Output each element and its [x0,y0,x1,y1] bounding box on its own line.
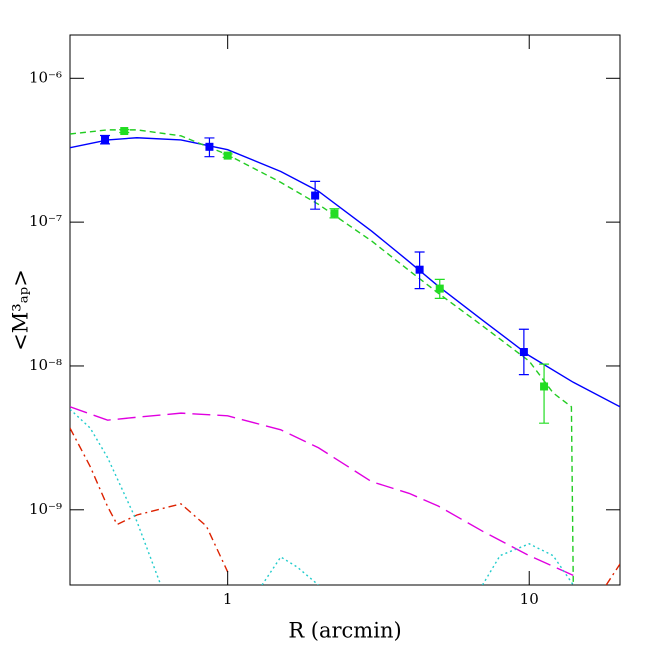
curve [70,408,574,585]
data-point [101,135,110,144]
curve [70,427,620,585]
y-tick-label: 10⁻⁶ [29,68,62,86]
data-point [205,142,214,151]
curve [70,406,574,577]
data-point [311,191,320,200]
data-point [540,382,549,391]
data-point [415,265,424,274]
data-point [330,209,339,218]
data-point [519,348,528,357]
y-tick-label: 10⁻⁷ [29,212,62,230]
x-tick-label: 10 [520,590,539,608]
curve [70,137,620,408]
y-axis-title: <M³ₐₚ> [9,269,33,351]
x-tick-label: 1 [223,590,233,608]
curve [70,129,574,585]
data-point [120,127,129,136]
y-tick-label: 10⁻⁹ [29,500,62,518]
plot-area [70,127,620,585]
x-axis-title: R (arcmin) [288,619,401,643]
y-tick-label: 10⁻⁸ [29,356,62,374]
data-point [223,151,232,160]
plot-frame [69,34,621,586]
data-point [435,284,444,293]
error-bar [539,363,550,424]
